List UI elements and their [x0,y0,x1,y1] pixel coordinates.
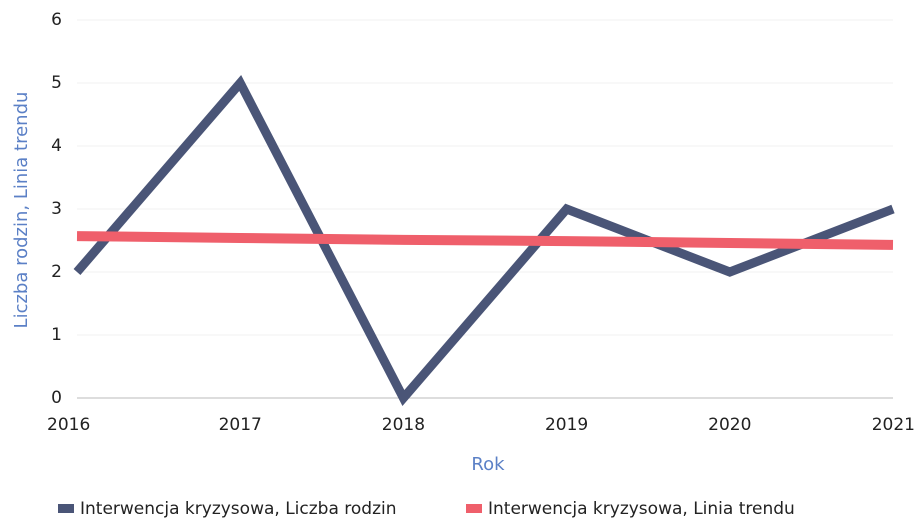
y-tick-label: 2 [51,262,62,282]
y-tick-label: 3 [51,199,62,219]
x-tick-label: 2020 [708,415,751,435]
x-tick-label: 2016 [47,415,90,435]
y-axis-title: Liczba rodzin, Linia trendu [11,92,32,329]
y-tick-label: 0 [51,388,62,408]
legend-label: Interwencja kryzysowa, Liczba rodzin [80,499,397,519]
y-tick-label: 4 [51,136,62,156]
x-tick-label: 2017 [219,415,262,435]
series-line [76,231,894,250]
x-tick-label: 2019 [545,415,588,435]
y-tick-label: 6 [51,10,62,30]
x-tick-label: 2021 [872,415,915,435]
series-line [73,75,895,406]
x-tick-label: 2018 [382,415,425,435]
y-tick-label: 1 [51,325,62,345]
legend-label: Interwencja kryzysowa, Linia trendu [488,499,795,519]
x-axis-title: Rok [471,454,505,475]
y-tick-label: 5 [51,73,62,93]
legend-swatch [466,504,482,513]
legend-swatch [58,504,74,513]
